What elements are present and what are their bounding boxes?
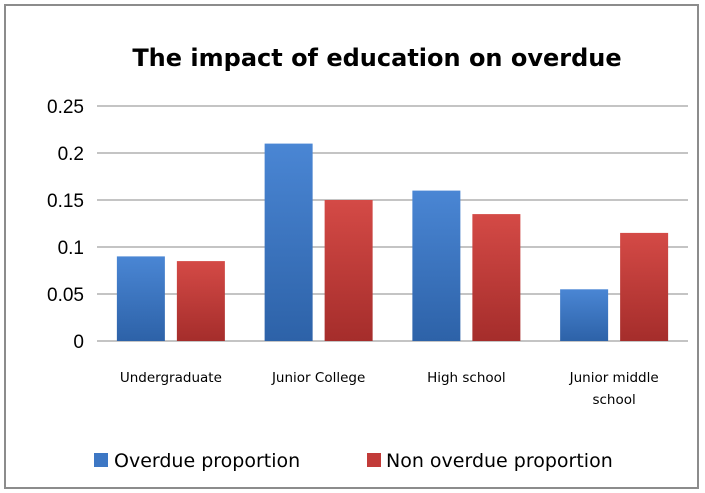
bar-non-overdue bbox=[620, 232, 669, 341]
legend-label: Overdue proportion bbox=[114, 450, 300, 472]
y-tick-label: 0 bbox=[73, 332, 84, 353]
bar-overdue bbox=[264, 143, 313, 341]
y-tick-label: 0.25 bbox=[47, 97, 84, 118]
bar-non-overdue bbox=[176, 261, 225, 341]
legend-swatch bbox=[94, 453, 108, 467]
legend-label: Non overdue proportion bbox=[386, 450, 613, 472]
y-tick-label: 0.15 bbox=[47, 191, 84, 212]
x-tick-label: High school bbox=[427, 370, 506, 386]
bar-overdue bbox=[116, 256, 165, 341]
x-tick-label: school bbox=[592, 392, 635, 408]
y-tick-label: 0.1 bbox=[58, 238, 84, 259]
y-tick-label: 0.05 bbox=[47, 285, 84, 306]
y-axis-ticks: 0 0.05 0.1 0.15 0.2 0.25 bbox=[47, 97, 84, 353]
bars bbox=[116, 143, 669, 341]
x-tick-label: Undergraduate bbox=[120, 370, 222, 386]
x-tick-label: Junior College bbox=[271, 370, 365, 386]
x-axis-ticks: Undergraduate Junior College High school Ju… bbox=[120, 370, 659, 408]
y-tick-label: 0.2 bbox=[58, 144, 84, 165]
bar-non-overdue bbox=[472, 214, 521, 341]
bar-non-overdue bbox=[324, 200, 373, 341]
chart-title: The impact of education on overdue bbox=[132, 44, 621, 72]
bar-overdue bbox=[412, 190, 461, 341]
bar-overdue bbox=[560, 289, 609, 341]
legend: Overdue proportion Non overdue proportion bbox=[94, 450, 613, 472]
legend-swatch bbox=[367, 453, 381, 467]
x-tick-label: Junior middle bbox=[569, 370, 659, 386]
